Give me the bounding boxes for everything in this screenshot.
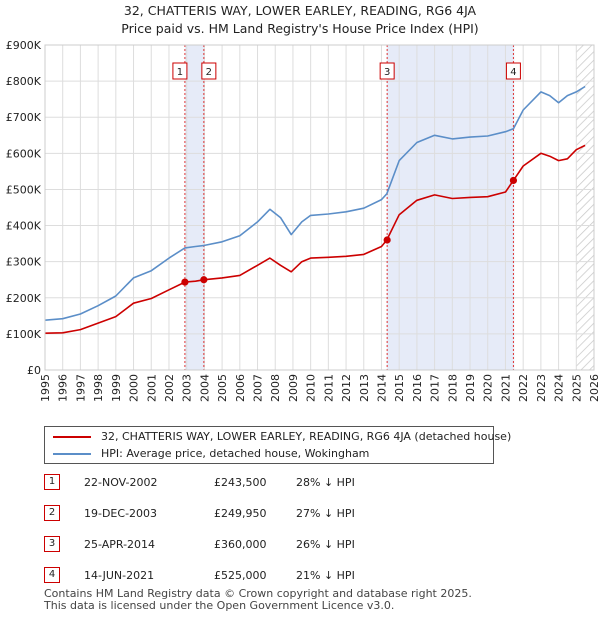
sale-number: 2 bbox=[44, 505, 60, 521]
sale-hpi-diff: 28% ↓ HPI bbox=[296, 476, 355, 489]
sale-point-1 bbox=[181, 278, 189, 286]
x-tick-label: 2013 bbox=[358, 374, 371, 402]
x-tick-label: 2010 bbox=[305, 374, 318, 402]
x-tick-label: 2025 bbox=[570, 374, 583, 402]
x-tick-label: 2024 bbox=[553, 374, 566, 402]
shaded-period-2 bbox=[386, 45, 515, 370]
y-tick-label: £400K bbox=[6, 220, 42, 233]
x-tick-label: 2017 bbox=[429, 374, 442, 402]
x-tick-label: 2012 bbox=[340, 374, 353, 402]
legend-swatch-property bbox=[53, 436, 91, 438]
sale-price: £360,000 bbox=[214, 538, 267, 551]
x-tick-label: 2011 bbox=[322, 374, 335, 402]
sale-number: 4 bbox=[44, 567, 60, 583]
sale-date: 19-DEC-2003 bbox=[84, 507, 158, 520]
shaded-period-1 bbox=[184, 45, 205, 370]
x-tick-label: 2026 bbox=[588, 374, 600, 402]
sale-box-4 bbox=[505, 62, 521, 80]
price-chart: 1 2 3 4 £0 £100K £200K £300K £400K £500K £600K £70… bbox=[6, 39, 600, 402]
x-tick-label: 1997 bbox=[74, 374, 87, 402]
x-tick-label: 2003 bbox=[181, 374, 194, 402]
y-tick-label: £500K bbox=[6, 183, 42, 196]
sale-price: £243,500 bbox=[214, 476, 267, 489]
plot-frame bbox=[44, 44, 595, 371]
x-tick-label: 1998 bbox=[92, 374, 105, 402]
y-tick-label: £600K bbox=[6, 147, 42, 160]
sale-box-label-3: 3 bbox=[384, 67, 390, 78]
sale-date: 25-APR-2014 bbox=[84, 538, 156, 551]
y-tick-label: £300K bbox=[6, 256, 42, 269]
x-tick-label: 2002 bbox=[163, 374, 176, 402]
legend: 32, CHATTERIS WAY, LOWER EARLEY, READING… bbox=[44, 426, 511, 464]
sale-hpi-diff: 27% ↓ HPI bbox=[296, 507, 355, 520]
sale-number: 1 bbox=[44, 474, 60, 490]
x-tick-label: 2016 bbox=[411, 374, 424, 402]
x-tick-label: 1996 bbox=[57, 374, 70, 402]
sale-row-2: 2 19-DEC-2003 £249,950 27% ↓ HPI bbox=[44, 504, 404, 524]
y-tick-label: £900K bbox=[6, 39, 42, 52]
footer-copyright: Contains HM Land Registry data © Crown c… bbox=[44, 587, 472, 600]
property-series-line bbox=[44, 144, 586, 334]
hpi-series-line bbox=[44, 85, 586, 321]
sale-number: 3 bbox=[44, 536, 60, 552]
sale-hpi-diff: 26% ↓ HPI bbox=[296, 538, 355, 551]
x-tick-label: 2022 bbox=[517, 374, 530, 402]
sale-price: £249,950 bbox=[214, 507, 267, 520]
title-line-2: Price paid vs. HM Land Registry's House … bbox=[121, 21, 479, 36]
y-tick-label: £800K bbox=[6, 75, 42, 88]
x-tick-label: 1995 bbox=[39, 374, 52, 402]
sale-point-2 bbox=[200, 276, 208, 284]
x-tick-label: 2023 bbox=[535, 374, 548, 402]
sale-point-3 bbox=[383, 236, 391, 244]
sale-box-label-1: 1 bbox=[177, 67, 183, 78]
x-tick-label: 2000 bbox=[128, 374, 141, 402]
x-tick-label: 2007 bbox=[252, 374, 265, 402]
legend-label-property: 32, CHATTERIS WAY, LOWER EARLEY, READING… bbox=[101, 430, 512, 443]
x-tick-label: 2018 bbox=[446, 374, 459, 402]
sale-box-3 bbox=[379, 62, 395, 80]
legend-swatch-hpi bbox=[53, 453, 91, 455]
sale-date: 14-JUN-2021 bbox=[84, 569, 155, 582]
x-tick-label: 2004 bbox=[198, 374, 211, 402]
legend-item-property: 32, CHATTERIS WAY, LOWER EARLEY, READING… bbox=[53, 429, 511, 445]
sale-date: 22-NOV-2002 bbox=[84, 476, 158, 489]
x-tick-label: 2015 bbox=[393, 374, 406, 402]
y-tick-label: £700K bbox=[6, 111, 42, 124]
legend-label-hpi: HPI: Average price, detached house, Woki… bbox=[101, 447, 370, 460]
y-tick-label: £200K bbox=[6, 292, 42, 305]
sale-box-label-2: 2 bbox=[206, 67, 212, 78]
y-tick-label: £0 bbox=[27, 364, 41, 377]
x-tick-label: 2005 bbox=[216, 374, 229, 402]
x-tick-label: 2008 bbox=[269, 374, 282, 402]
sale-box-label-4: 4 bbox=[510, 67, 516, 78]
sale-box-2 bbox=[201, 62, 217, 80]
sale-box-1 bbox=[172, 62, 188, 80]
x-tick-label: 1999 bbox=[110, 374, 123, 402]
sale-hpi-diff: 21% ↓ HPI bbox=[296, 569, 355, 582]
sale-row-3: 3 25-APR-2014 £360,000 26% ↓ HPI bbox=[44, 535, 404, 555]
sale-point-4 bbox=[509, 176, 518, 185]
x-tick-label: 2021 bbox=[499, 374, 512, 402]
forecast-hatch bbox=[576, 45, 594, 370]
footer: Contains HM Land Registry data © Crown c… bbox=[44, 588, 472, 612]
sale-price: £525,000 bbox=[214, 569, 267, 582]
y-tick-label: £100K bbox=[6, 328, 42, 341]
sale-row-1: 1 22-NOV-2002 £243,500 28% ↓ HPI bbox=[44, 473, 404, 493]
x-tick-label: 2001 bbox=[145, 374, 158, 402]
x-tick-label: 2006 bbox=[234, 374, 247, 402]
x-tick-label: 2009 bbox=[287, 374, 300, 402]
footer-licence: This data is licensed under the Open Gov… bbox=[44, 599, 395, 612]
legend-item-hpi: HPI: Average price, detached house, Woki… bbox=[53, 446, 369, 462]
x-tick-label: 2019 bbox=[464, 374, 477, 402]
x-tick-label: 2014 bbox=[375, 374, 388, 402]
chart-title: 32, CHATTERIS WAY, LOWER EARLEY, READING… bbox=[0, 2, 600, 38]
sale-row-4: 4 14-JUN-2021 £525,000 21% ↓ HPI bbox=[44, 566, 404, 586]
title-line-1: 32, CHATTERIS WAY, LOWER EARLEY, READING… bbox=[123, 3, 477, 18]
x-tick-label: 2020 bbox=[482, 374, 495, 402]
